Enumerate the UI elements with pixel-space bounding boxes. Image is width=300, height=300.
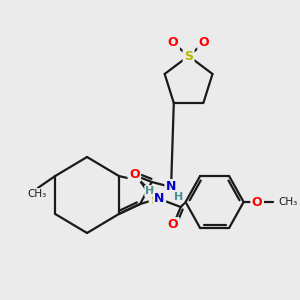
Text: S: S bbox=[150, 194, 159, 206]
Text: O: O bbox=[199, 37, 209, 50]
Text: CH₃: CH₃ bbox=[278, 197, 298, 207]
Text: O: O bbox=[168, 37, 178, 50]
Text: O: O bbox=[129, 167, 140, 181]
Text: CH₃: CH₃ bbox=[27, 189, 46, 199]
Text: N: N bbox=[166, 181, 176, 194]
Text: S: S bbox=[184, 50, 193, 62]
Text: H: H bbox=[145, 186, 154, 196]
Text: H: H bbox=[174, 192, 183, 202]
Text: N: N bbox=[154, 193, 165, 206]
Text: O: O bbox=[252, 196, 262, 208]
Text: O: O bbox=[168, 218, 178, 232]
